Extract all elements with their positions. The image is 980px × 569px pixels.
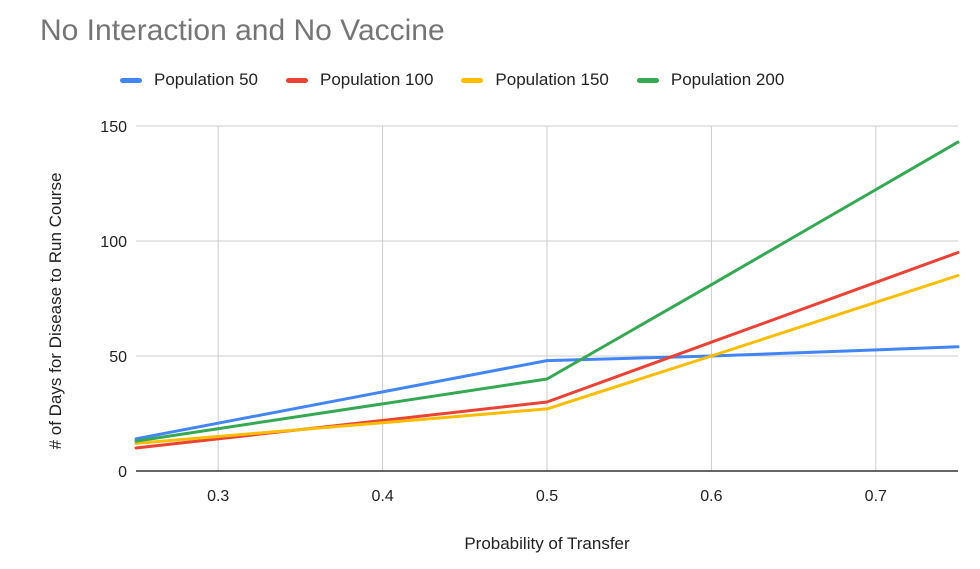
- legend-label: Population 150: [495, 70, 609, 89]
- legend-swatch: [461, 77, 484, 83]
- x-tick-label: 0.7: [865, 488, 887, 505]
- series-line: [134, 140, 960, 443]
- series-line: [134, 345, 960, 441]
- x-tick-label: 0.6: [700, 488, 722, 505]
- legend-label: Population 100: [319, 70, 434, 89]
- legend-item[interactable]: Population 100: [285, 70, 434, 90]
- legend-label: Population 50: [154, 70, 258, 89]
- legend-label: Population 200: [670, 70, 785, 89]
- y-tick-label: 150: [100, 119, 127, 136]
- legend-swatch: [120, 77, 142, 83]
- y-tick-label: 50: [109, 349, 127, 366]
- x-tick-label: 0.4: [371, 488, 393, 505]
- legend-item[interactable]: Population 150: [461, 70, 609, 90]
- legend-swatch: [285, 77, 308, 83]
- y-tick-label: 100: [100, 234, 127, 251]
- y-axis-label: # of Days for Disease to Run Course: [46, 172, 65, 450]
- legend-item[interactable]: Population 50: [120, 70, 258, 90]
- legend: Population 50 Population 100 Population …: [120, 70, 812, 90]
- y-tick-label: 0: [118, 464, 127, 481]
- chart-title: No Interaction and No Vaccine: [40, 14, 445, 47]
- legend-swatch: [636, 77, 659, 83]
- series-line: [134, 274, 960, 445]
- x-tick-label: 0.5: [536, 488, 558, 505]
- x-tick-label: 0.3: [207, 488, 229, 505]
- x-axis-label: Probability of Transfer: [464, 534, 630, 553]
- legend-item[interactable]: Population 200: [636, 70, 785, 90]
